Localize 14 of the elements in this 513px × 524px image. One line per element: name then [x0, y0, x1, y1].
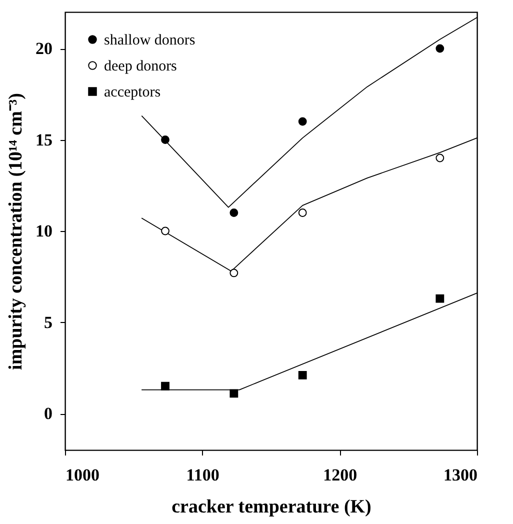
legend-label: deep donors: [104, 58, 178, 74]
legend-label: shallow donors: [104, 32, 196, 48]
y-tick-label: 15: [36, 130, 52, 150]
y-tick-label: 0: [44, 404, 52, 423]
x-tick-label: 1000: [66, 466, 100, 484]
legend-label: acceptors: [104, 84, 161, 100]
x-tick-label: 1200: [323, 466, 358, 484]
y-tick-label: 10: [36, 222, 52, 240]
y-tick-label: 5: [44, 312, 52, 332]
x-tick-label: 1100: [186, 466, 220, 484]
x-tick-label: 1300: [444, 466, 478, 484]
y-tick-label: 20: [36, 39, 52, 58]
y-axis-title: impurity concentration (10¹⁴ cm⁻³): [6, 93, 26, 370]
x-axis-title: cracker temperature (K): [172, 496, 372, 518]
